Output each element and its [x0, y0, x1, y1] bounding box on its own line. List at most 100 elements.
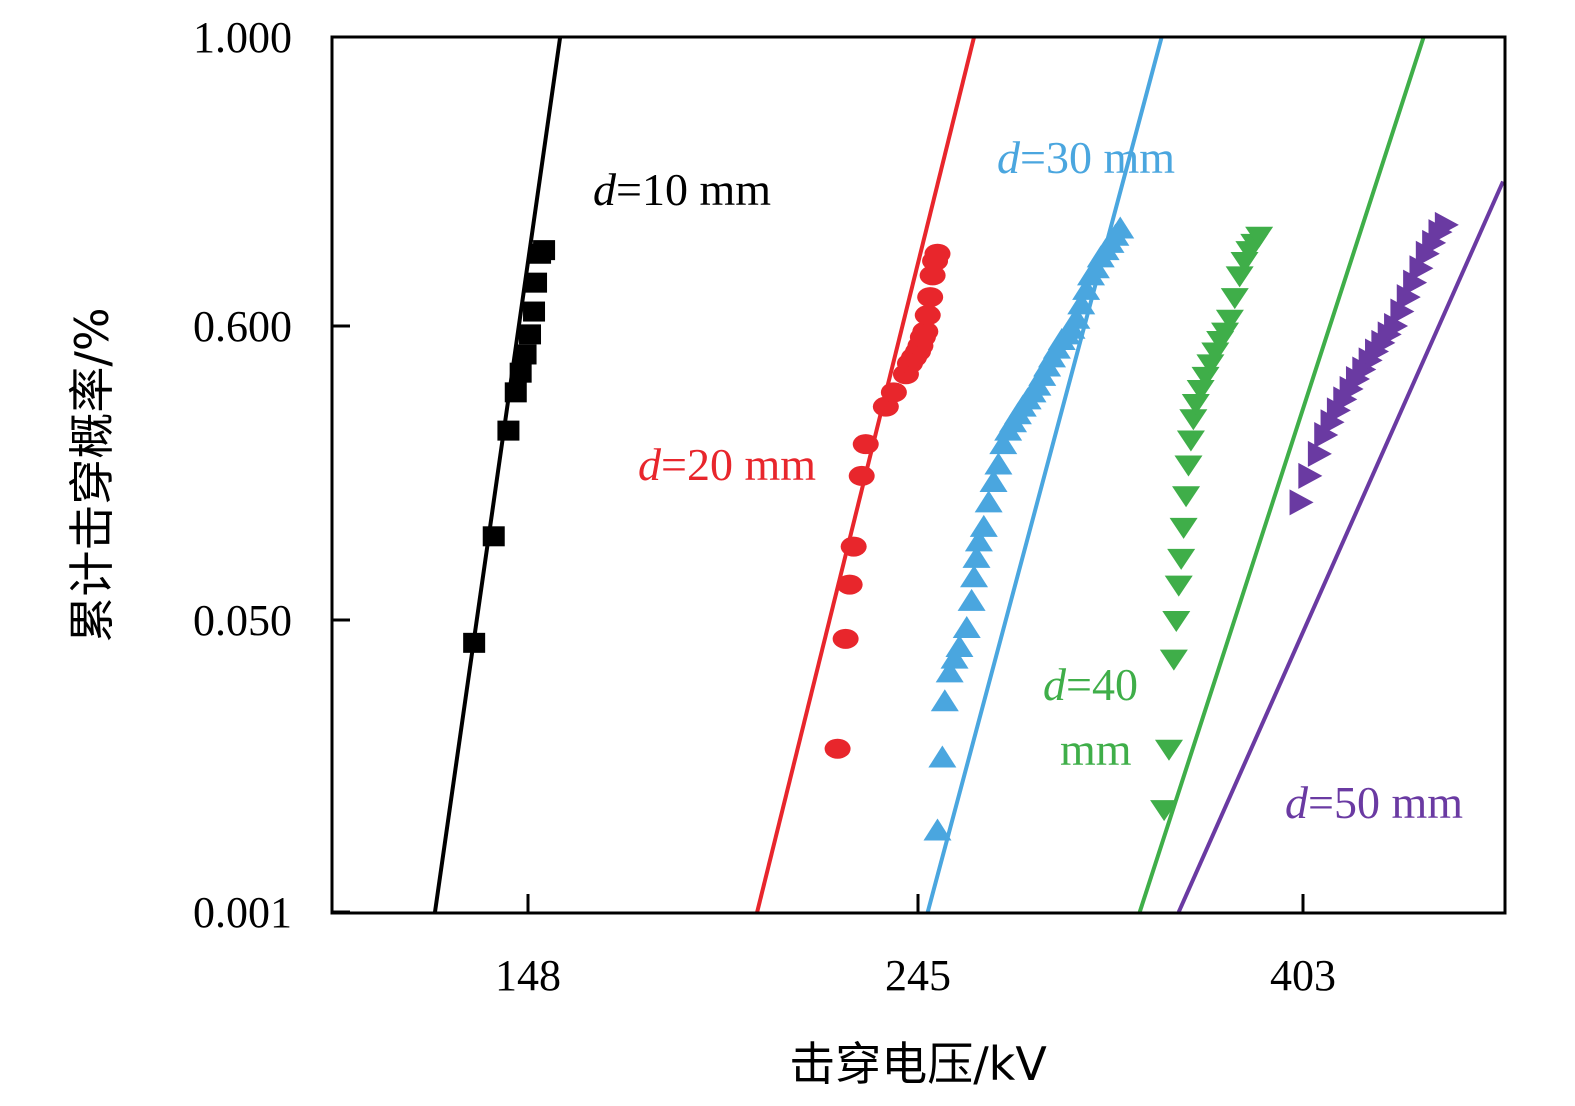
- series-label-4-line2: mm: [1060, 724, 1132, 775]
- data-point-square: [514, 344, 537, 365]
- data-point-triangle-down: [1174, 455, 1203, 477]
- x-tick-label: 148: [495, 951, 561, 1000]
- data-point-circle: [912, 321, 939, 342]
- data-point-triangle-down: [1245, 226, 1274, 248]
- data-point-square: [519, 324, 542, 345]
- data-point-triangle-right: [1403, 269, 1428, 296]
- data-point-triangle-up: [945, 635, 974, 658]
- series-label-4: d=40: [1043, 659, 1138, 710]
- data-point-square: [482, 526, 505, 547]
- data-point-triangle-right: [1307, 440, 1332, 467]
- series-label-5: d=50 mm: [1285, 777, 1463, 828]
- fit-line-1: [433, 37, 563, 913]
- data-point-square: [463, 632, 486, 653]
- data-point-triangle-right: [1314, 421, 1339, 448]
- y-axis-label: 累计击穿概率/%: [65, 307, 119, 642]
- data-point-circle: [848, 465, 875, 486]
- data-point-triangle-down: [1169, 517, 1198, 539]
- data-point-triangle-up: [935, 660, 964, 683]
- data-point-triangle-down: [1150, 800, 1179, 822]
- fit-line-3: [925, 37, 1164, 913]
- data-point-triangle-up: [962, 545, 991, 568]
- data-point-triangle-down: [1179, 409, 1208, 431]
- y-axis: 0.001 0.050 0.600 1.000: [193, 13, 350, 937]
- data-point-triangle-up: [1067, 292, 1096, 315]
- data-point-circle: [924, 243, 951, 264]
- data-point-circle: [836, 574, 863, 595]
- series-label-1: d=10 mm: [593, 164, 771, 215]
- data-point-circle: [914, 305, 941, 326]
- y-tick-label: 0.001: [193, 888, 292, 937]
- data-point-triangle-down: [1215, 309, 1244, 331]
- data-point-triangle-up: [1106, 216, 1135, 239]
- data-point-triangle-down: [1167, 548, 1196, 570]
- data-point-triangle-right: [1333, 386, 1358, 413]
- data-point-square: [509, 362, 532, 383]
- x-axis-label: 击穿电压/kV: [789, 1037, 1047, 1091]
- data-point-triangle-up: [964, 529, 993, 552]
- data-point-square: [533, 240, 556, 261]
- data-point-circle: [852, 434, 879, 455]
- data-point-triangle-up: [984, 452, 1013, 475]
- data-point-circle: [880, 382, 907, 403]
- data-point-triangle-right: [1422, 229, 1447, 256]
- data-point-triangle-right: [1298, 462, 1323, 489]
- data-point-triangle-up: [957, 588, 986, 611]
- data-point-triangle-right: [1434, 211, 1459, 238]
- data-point-triangle-right: [1409, 255, 1434, 282]
- y-tick-label: 0.600: [193, 302, 292, 351]
- x-axis: 148 245 403: [495, 894, 1336, 1000]
- data-markers: [463, 211, 1459, 841]
- data-point-square: [504, 382, 527, 403]
- data-point-triangle-up: [979, 470, 1008, 493]
- data-point-triangle-down: [1164, 575, 1193, 597]
- data-point-triangle-down: [1172, 486, 1201, 508]
- data-point-triangle-up: [940, 646, 969, 669]
- data-point-triangle-up: [928, 745, 957, 768]
- fit-lines: [433, 37, 1505, 913]
- fit-line-4: [1137, 37, 1426, 913]
- data-point-circle: [917, 287, 944, 308]
- data-point-triangle-down: [1162, 611, 1191, 632]
- data-point-triangle-right: [1396, 284, 1421, 311]
- data-point-triangle-right: [1320, 409, 1345, 436]
- series-annotations: d=10 mm d=20 mm d=30 mm d=40 mm d=50 mm: [593, 132, 1463, 828]
- data-point-triangle-up: [969, 514, 998, 537]
- data-point-triangle-up: [952, 616, 981, 639]
- data-point-triangle-down: [1154, 739, 1183, 761]
- data-point-triangle-up: [930, 689, 959, 712]
- data-point-circle: [840, 536, 867, 557]
- data-point-triangle-down: [1176, 430, 1205, 452]
- data-point-triangle-up: [1062, 306, 1091, 329]
- data-point-triangle-right: [1415, 240, 1440, 267]
- data-point-triangle-up: [989, 432, 1018, 455]
- data-point-triangle-down: [1159, 649, 1188, 671]
- x-tick-label: 245: [885, 951, 951, 1000]
- data-point-circle: [832, 628, 859, 649]
- data-point-triangle-down: [1186, 379, 1215, 401]
- y-tick-label: 0.050: [193, 596, 292, 645]
- data-point-square: [523, 301, 546, 322]
- data-point-square: [497, 420, 520, 441]
- data-point-triangle-down: [1225, 266, 1254, 288]
- data-point-triangle-up: [1072, 277, 1101, 300]
- data-point-triangle-up: [974, 490, 1003, 513]
- plot-frame: [330, 35, 1507, 915]
- y-tick-label: 1.000: [193, 13, 292, 62]
- data-point-triangle-right: [1384, 313, 1409, 339]
- series-label-2: d=20 mm: [638, 439, 816, 490]
- data-point-triangle-down: [1211, 322, 1240, 344]
- data-point-circle: [824, 738, 851, 759]
- data-point-triangle-right: [1326, 397, 1351, 424]
- data-point-triangle-down: [1220, 288, 1249, 310]
- data-point-triangle-down: [1181, 393, 1210, 415]
- x-tick-label: 403: [1270, 951, 1336, 1000]
- data-point-triangle-right: [1289, 489, 1314, 516]
- data-point-triangle-right: [1390, 298, 1415, 325]
- data-point-square: [525, 272, 548, 293]
- fit-line-5: [1176, 180, 1505, 913]
- data-point-triangle-up: [923, 818, 952, 841]
- series-label-3: d=30 mm: [997, 132, 1175, 183]
- data-point-triangle-up: [960, 565, 989, 588]
